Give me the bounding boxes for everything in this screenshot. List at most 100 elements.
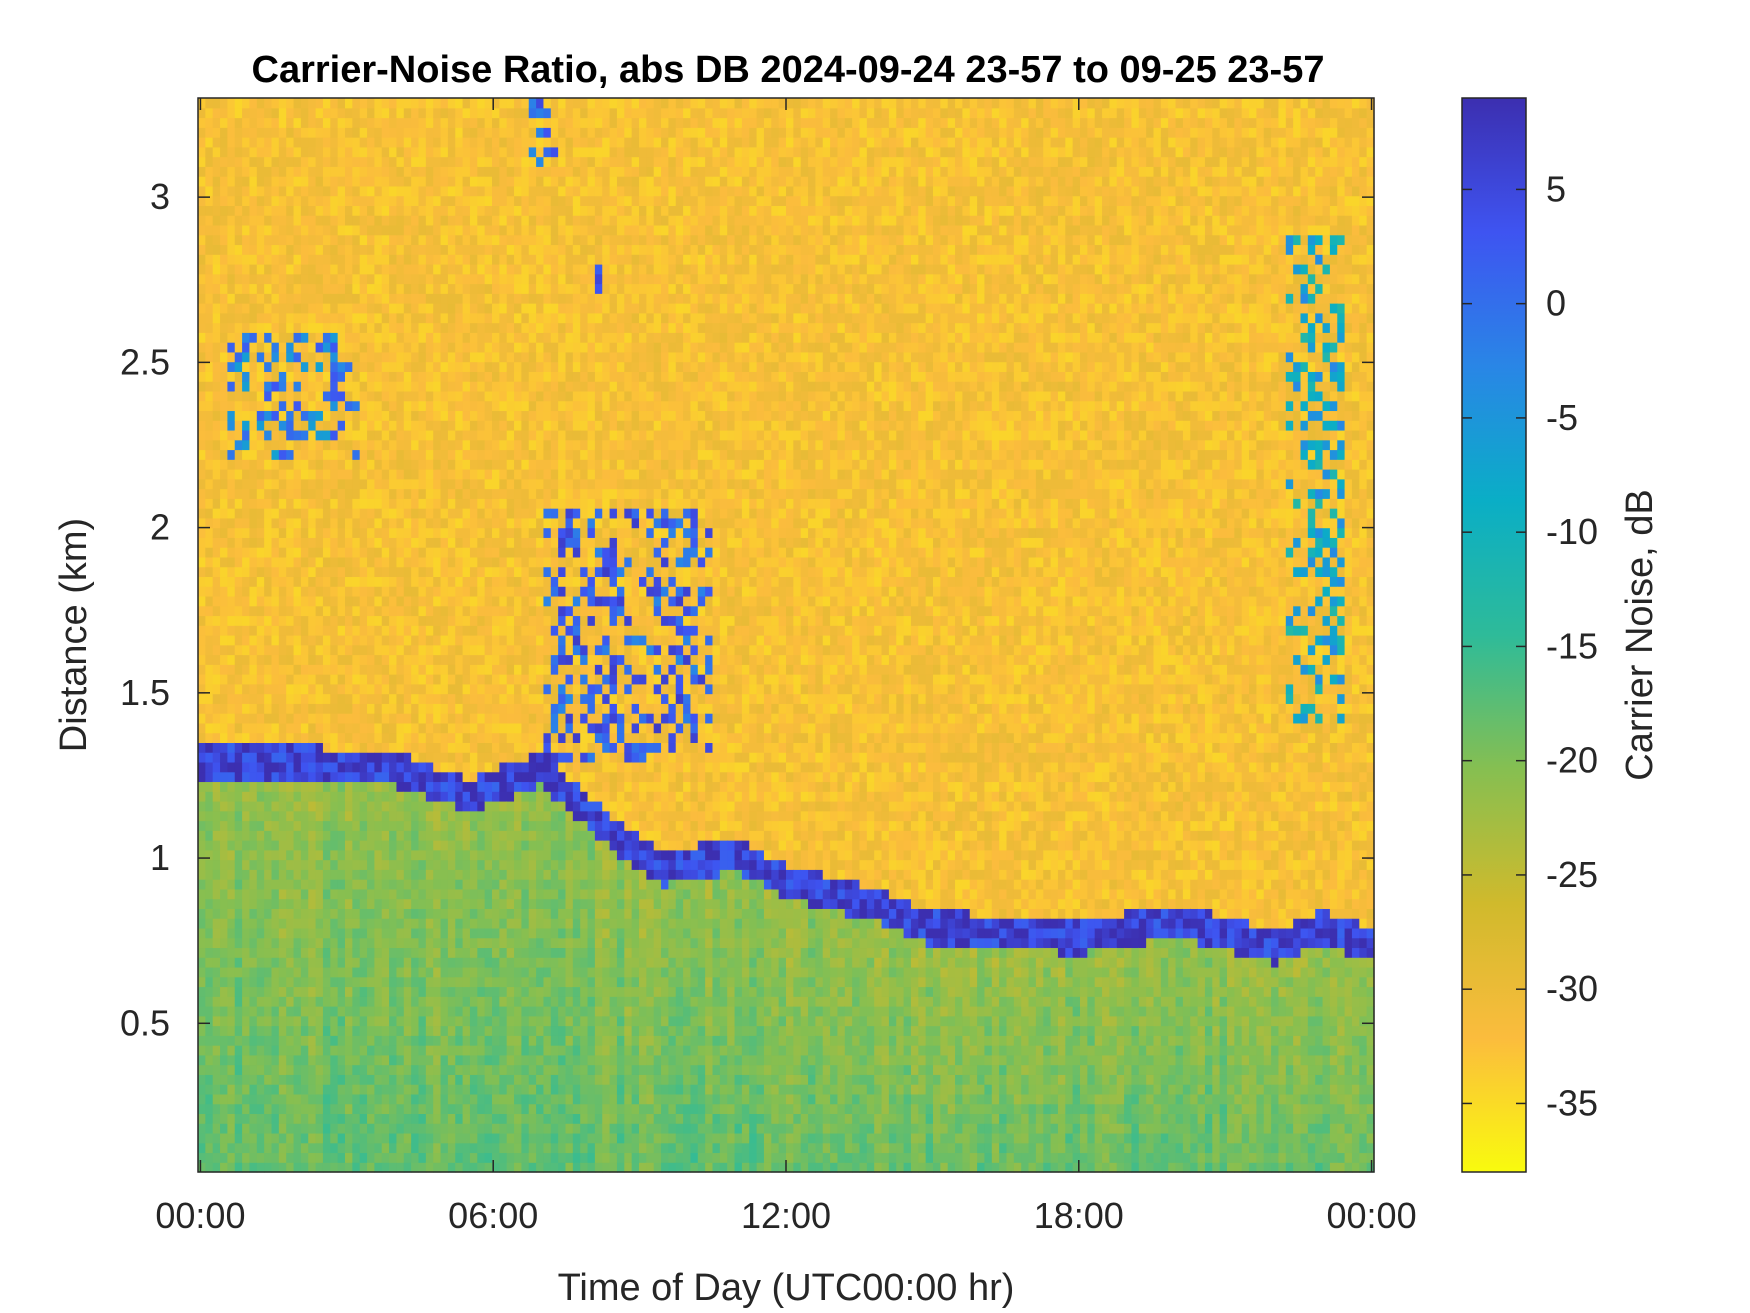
- heatmap-cell: [367, 615, 375, 626]
- heatmap-cell: [249, 595, 258, 607]
- heatmap-cell: [205, 146, 214, 158]
- heatmap-cell: [308, 98, 317, 109]
- heatmap-cell: [411, 547, 420, 558]
- heatmap-cell: [455, 986, 464, 997]
- heatmap-cell: [359, 303, 368, 314]
- heatmap-cell: [256, 1123, 265, 1134]
- heatmap-cell: [198, 1132, 206, 1144]
- heatmap-cell: [345, 293, 353, 304]
- heatmap-cell: [396, 713, 405, 724]
- heatmap-cell: [506, 98, 515, 109]
- heatmap-cell: [234, 908, 243, 919]
- heatmap-cell: [264, 273, 273, 285]
- heatmap-cell: [308, 869, 317, 880]
- heatmap-cell: [403, 1025, 412, 1036]
- heatmap-cell: [528, 1103, 537, 1115]
- heatmap-cell: [484, 644, 493, 656]
- heatmap-cell: [205, 537, 214, 548]
- heatmap-cell: [264, 244, 273, 255]
- heatmap-cell: [367, 1084, 375, 1095]
- heatmap-cell: [506, 517, 515, 529]
- heatmap-cell: [249, 1035, 258, 1046]
- heatmap-cell: [425, 918, 434, 929]
- heatmap-cell: [352, 1006, 361, 1017]
- heatmap-cell: [381, 732, 390, 743]
- heatmap-cell: [514, 898, 522, 909]
- heatmap-cell: [514, 1054, 522, 1066]
- heatmap-cell: [506, 312, 515, 324]
- heatmap-cell: [418, 1064, 427, 1075]
- heatmap-cell: [278, 791, 287, 802]
- heatmap-cell: [425, 439, 434, 451]
- heatmap-cell: [433, 146, 442, 158]
- heatmap-cell: [418, 107, 427, 119]
- heatmap-cell: [477, 1064, 486, 1075]
- heatmap-cell: [278, 1093, 287, 1105]
- heatmap-cell: [403, 752, 412, 763]
- heatmap-cell: [381, 898, 390, 909]
- heatmap-cell: [264, 478, 273, 490]
- heatmap-cell: [345, 137, 353, 148]
- heatmap-cell: [352, 781, 361, 792]
- heatmap-cell: [278, 117, 287, 128]
- heatmap-cell: [359, 488, 368, 499]
- heatmap-cell: [234, 947, 243, 958]
- heatmap-cell: [492, 635, 500, 646]
- heatmap-cell: [198, 674, 206, 685]
- heatmap-cell: [374, 1084, 383, 1095]
- heatmap-cell: [469, 195, 478, 206]
- heatmap-cell: [477, 293, 486, 304]
- heatmap-cell: [322, 527, 331, 538]
- heatmap-cell: [359, 166, 368, 177]
- heatmap-cell: [528, 996, 537, 1007]
- heatmap-cell: [425, 966, 434, 978]
- heatmap-cell: [367, 117, 375, 128]
- heatmap-cell: [205, 576, 214, 587]
- heatmap-cell: [425, 664, 434, 675]
- heatmap-cell: [293, 273, 302, 285]
- heatmap-cell: [359, 420, 368, 431]
- heatmap-cell: [484, 400, 493, 412]
- heatmap-cell: [293, 771, 302, 783]
- heatmap-cell: [528, 849, 537, 861]
- heatmap-cell: [242, 488, 251, 499]
- heatmap-cell: [521, 195, 530, 206]
- heatmap-cell: [521, 703, 530, 714]
- heatmap-cell: [506, 263, 515, 275]
- heatmap-cell: [234, 303, 243, 314]
- heatmap-cell: [256, 449, 265, 460]
- heatmap-cell: [403, 342, 412, 353]
- heatmap-cell: [330, 1093, 339, 1105]
- heatmap-cell: [411, 517, 420, 529]
- heatmap-cell: [418, 1162, 427, 1173]
- heatmap-cell: [212, 332, 221, 343]
- heatmap-cell: [220, 664, 228, 675]
- heatmap-cell: [492, 1152, 500, 1163]
- heatmap-cell: [234, 1123, 243, 1134]
- heatmap-cell: [337, 244, 346, 255]
- heatmap-cell: [492, 957, 500, 968]
- heatmap-cell: [264, 888, 273, 900]
- heatmap-cell: [205, 927, 214, 939]
- heatmap-cell: [322, 595, 331, 607]
- heatmap-cell: [477, 488, 486, 499]
- heatmap-cell: [352, 722, 361, 734]
- heatmap-cell: [256, 898, 265, 909]
- heatmap-cell: [514, 517, 522, 529]
- heatmap-cell: [234, 449, 243, 460]
- heatmap-cell: [198, 1093, 206, 1105]
- heatmap-cell: [433, 1103, 442, 1115]
- heatmap-cell: [506, 537, 515, 548]
- heatmap-cell: [433, 820, 442, 831]
- heatmap-cell: [212, 869, 221, 880]
- heatmap-cell: [300, 635, 309, 646]
- heatmap-cell: [293, 830, 302, 841]
- heatmap-cell: [403, 1015, 412, 1027]
- heatmap-cell: [271, 820, 280, 831]
- heatmap-cell: [359, 595, 368, 607]
- heatmap-cell: [367, 156, 375, 167]
- heatmap-cell: [492, 547, 500, 558]
- heatmap-cell: [440, 1006, 449, 1017]
- heatmap-cell: [205, 937, 214, 949]
- heatmap-cell: [492, 830, 500, 841]
